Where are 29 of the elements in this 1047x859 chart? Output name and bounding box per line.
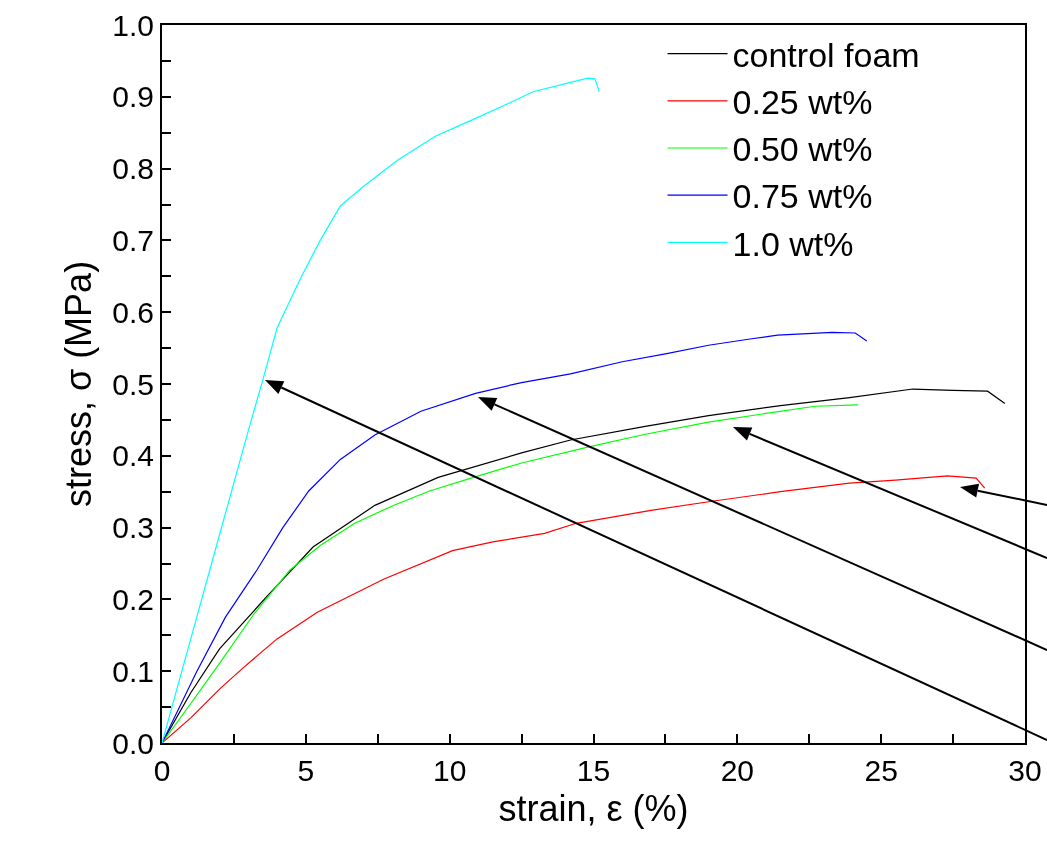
legend-label: 0.75 wt% [732,177,873,216]
y-tick-label: 0.8 [112,152,154,186]
x-tick-label: 15 [576,754,611,787]
y-tick-label: 0.3 [112,511,154,545]
legend-label: 0.50 wt% [732,130,873,169]
x-tick-label: 25 [864,754,898,787]
legend-label: 0.25 wt% [732,83,873,122]
line-series [162,475,986,743]
y-tick-label: 0.2 [112,582,154,616]
y-tick-label: 0.0 [112,726,154,760]
y-tick-label: 0.6 [112,295,154,329]
legend-label: 1.0 wt% [732,224,854,263]
y-tick-label: 0.4 [112,439,154,473]
x-tick-label: 10 [432,754,467,787]
x-tick-label: 20 [720,754,755,787]
y-tick-label: 1.0 [112,8,154,42]
line-series [162,331,868,743]
y-axis-title: stress, σ (MPa) [57,260,99,508]
x-tick-label: 0 [153,754,171,787]
y-tick-label: 0.9 [112,80,154,114]
x-tick-label: 5 [297,754,315,787]
x-tick-label: 30 [1008,754,1042,787]
legend-label: control foam [732,35,920,74]
x-axis-title: strain, ε (%) [498,788,689,830]
line-series [162,404,859,743]
y-tick-label: 0.1 [112,654,154,688]
line-series [162,77,600,743]
y-tick-label: 0.7 [112,223,154,257]
y-tick-label: 0.5 [112,367,154,401]
